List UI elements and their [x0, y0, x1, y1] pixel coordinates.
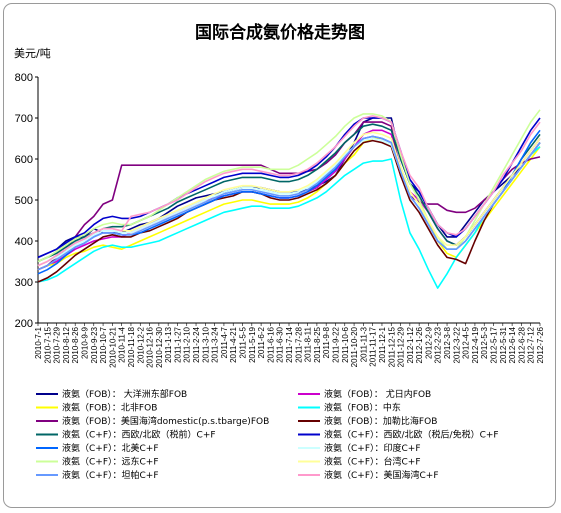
series-layer	[37, 109, 541, 289]
x-tick-label: 2012-1-26	[415, 326, 424, 363]
x-tick-label: 2011-7-14	[285, 326, 294, 362]
x-tick-label: 2012-3-22	[452, 326, 461, 363]
legend-label: 液氨（FOB）：北非FOB	[62, 402, 157, 414]
x-tick-label: 2012-1-12	[406, 326, 415, 363]
chart-title: 国际合成氨价格走势图	[195, 22, 365, 43]
series-line-9	[37, 129, 541, 275]
y-tick-label: 400	[15, 236, 33, 248]
x-tick-label: 2011-12-29	[397, 326, 406, 367]
x-tick-label: 2011-6-16	[266, 326, 275, 362]
legend-label: 液氨（FOB）： 尤日内FOB	[324, 388, 431, 400]
x-tick-label: 2012-6-14	[508, 326, 517, 363]
series-line-6	[37, 139, 541, 283]
x-tick-labels: 2010-7-1 2010-7-15 2010-7-29 2010-8-12 2010-…	[34, 323, 545, 368]
legend-label: 液氨（C+F）：台湾C+F	[324, 456, 421, 468]
x-tick-label: 2011-9-22	[331, 326, 340, 362]
x-tick-label: 2010-12-16	[146, 326, 155, 367]
series-line-3	[37, 137, 541, 271]
legend-label: 液氨（C+F）：北美C+F	[62, 442, 159, 454]
legend-label: 液氨（C+F）：远东C+F	[62, 456, 159, 468]
x-tick-label: 2010-12-30	[155, 326, 164, 367]
x-tick-label: 2010-10-7	[99, 326, 108, 363]
series-line-13	[37, 135, 541, 271]
x-tick-label: 2010-7-29	[53, 326, 62, 363]
x-tick-label: 2011-5-19	[248, 326, 257, 362]
x-tick-label: 2011-3-10	[201, 326, 210, 362]
x-tick-label: 2011-2-10	[183, 326, 192, 362]
legend-label: 液氨（FOB）：中东	[324, 402, 401, 414]
legend-label: 液氨（C+F）：坦帕C+F	[62, 469, 159, 481]
x-tick-label: 2011-9-8	[322, 326, 331, 358]
x-tick-label: 2011-4-7	[220, 326, 229, 358]
x-tick-label: 2011-11-17	[369, 326, 378, 366]
y-tick-label: 200	[15, 318, 33, 330]
y-tick-label: 500	[15, 195, 33, 207]
series-line-14	[37, 115, 541, 267]
x-tick-label: 2012-4-5	[462, 326, 471, 359]
x-tick-label: 2011-3-24	[211, 326, 220, 362]
x-tick-label: 2011-11-3	[359, 326, 368, 362]
x-tick-label: 2011-6-2	[257, 326, 266, 358]
x-tick-label: 2011-8-11	[304, 326, 313, 362]
y-tick-label: 300	[15, 277, 33, 289]
x-tick-label: 2010-9-23	[90, 326, 99, 363]
x-tick-label: 2011-1-27	[173, 326, 182, 362]
y-tick-label: 800	[15, 72, 33, 84]
x-tick-label: 2012-5-31	[499, 326, 508, 363]
x-tick-label: 2011-5-5	[239, 326, 248, 358]
x-tick-label: 2011-10-20	[350, 326, 359, 367]
legend-label: 液氨（FOB）： 大洋洲东部FOB	[62, 388, 187, 400]
legend-label: 液氨（FOB）：美国海湾domestic(p.s.tbarge)FOB	[62, 415, 269, 427]
x-tick-label: 2012-2-23	[434, 326, 443, 363]
x-tick-label: 2011-10-6	[341, 326, 350, 362]
x-tick-label: 2012-2-9	[424, 326, 433, 359]
legend-label: 液氨（C+F）：西欧/北欧（税后/免税）C+F	[324, 429, 499, 441]
series-line-5	[37, 121, 541, 271]
x-tick-label: 2011-4-21	[229, 326, 238, 362]
axes: 200 300 400 500 600 700 800	[15, 72, 540, 330]
y-axis-unit: 美元/吨	[14, 47, 51, 60]
legend-label: 液氨（C+F）：西欧/北欧（税前）C+F	[62, 429, 216, 441]
x-tick-label: 2012-6-28	[517, 326, 526, 363]
x-tick-label: 2011-12-15	[387, 326, 396, 367]
x-tick-label: 2010-8-12	[62, 326, 71, 363]
x-tick-label: 2010-11-18	[127, 326, 136, 367]
y-tick-label: 700	[15, 113, 33, 125]
series-line-4	[37, 146, 541, 289]
x-tick-label: 2012-7-12	[527, 326, 536, 363]
legend-label: 液氨（FOB）：加勒比海FOB	[324, 415, 437, 427]
x-tick-label: 2012-3-8	[443, 326, 452, 359]
x-tick-label: 2010-11-4	[118, 326, 127, 362]
x-tick-label: 2011-8-25	[313, 326, 322, 362]
x-tick-label: 2012-7-26	[536, 326, 545, 363]
x-tick-label: 2011-1-13	[164, 326, 173, 362]
x-tick-label: 2011-2-24	[192, 326, 201, 362]
x-tick-label: 2011-12-1	[378, 326, 387, 362]
x-tick-label: 2010-7-15	[43, 326, 52, 363]
x-tick-label: 2010-12-2	[136, 326, 145, 363]
series-line-8	[37, 117, 541, 259]
x-tick-label: 2010-7-1	[34, 326, 43, 359]
x-tick-label: 2011-6-30	[276, 326, 285, 362]
x-tick-label: 2012-5-3	[480, 326, 489, 359]
x-tick-label: 2010-10-21	[108, 326, 117, 367]
x-tick-label: 2010-8-26	[71, 326, 80, 363]
x-tick-label: 2012-5-17	[490, 326, 499, 363]
x-tick-label: 2010-9-9	[80, 326, 89, 359]
chart-frame	[3, 3, 556, 508]
y-tick-label: 600	[15, 154, 33, 166]
x-tick-label: 2012-4-19	[471, 326, 480, 363]
legend-label: 液氨（C+F）：印度C+F	[324, 442, 421, 454]
legend-label: 液氨（C+F）：美国海湾C+F	[324, 469, 439, 481]
x-tick-label: 2011-7-28	[294, 326, 303, 362]
legend: 液氨（FOB）： 大洋洲东部FOB 液氨（FOB）： 尤日内FOB 液氨（FOB）：…	[36, 388, 499, 481]
